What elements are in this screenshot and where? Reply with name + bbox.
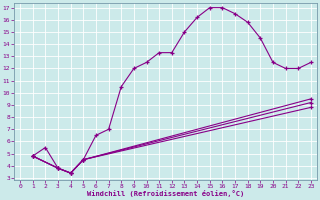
X-axis label: Windchill (Refroidissement éolien,°C): Windchill (Refroidissement éolien,°C) [87, 190, 244, 197]
